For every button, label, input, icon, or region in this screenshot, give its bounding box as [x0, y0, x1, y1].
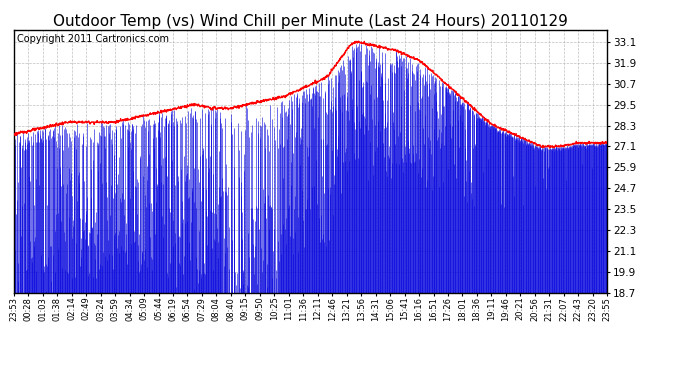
Title: Outdoor Temp (vs) Wind Chill per Minute (Last 24 Hours) 20110129: Outdoor Temp (vs) Wind Chill per Minute …	[53, 14, 568, 29]
Text: Copyright 2011 Cartronics.com: Copyright 2011 Cartronics.com	[17, 34, 169, 44]
